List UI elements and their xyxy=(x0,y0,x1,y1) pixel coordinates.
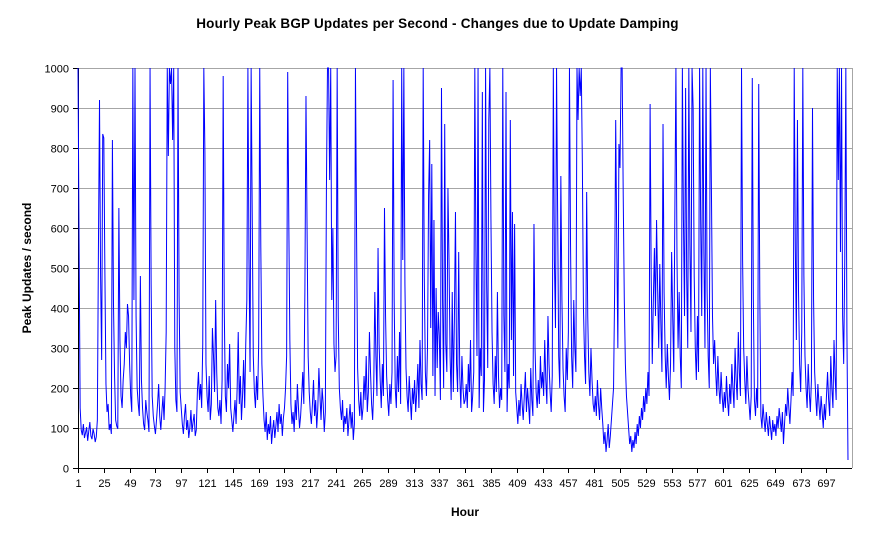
x-tick-label: 409 xyxy=(508,478,526,490)
x-tick-label: 121 xyxy=(198,478,216,490)
x-tick-label: 673 xyxy=(792,478,810,490)
x-tick-label: 601 xyxy=(714,478,732,490)
x-tick-label: 361 xyxy=(456,478,474,490)
y-tick-label: 100 xyxy=(51,424,69,436)
x-tick-label: 313 xyxy=(405,478,423,490)
x-tick-label: 289 xyxy=(379,478,397,490)
x-tick-label: 337 xyxy=(430,478,448,490)
x-tick-label: 433 xyxy=(534,478,552,490)
x-tick-label: 1 xyxy=(75,478,81,490)
chart-title: Hourly Peak BGP Updates per Second - Cha… xyxy=(196,16,679,31)
x-tick-label: 529 xyxy=(637,478,655,490)
y-tick-label: 600 xyxy=(51,224,69,236)
y-tick-label: 500 xyxy=(51,264,69,276)
x-tick-label: 505 xyxy=(611,478,629,490)
x-tick-label: 649 xyxy=(766,478,784,490)
x-tick-label: 553 xyxy=(663,478,681,490)
y-tick-label: 900 xyxy=(51,104,69,116)
x-tick-label: 97 xyxy=(175,478,187,490)
x-tick-label: 481 xyxy=(585,478,603,490)
y-tick-label: 1000 xyxy=(45,64,69,76)
x-tick-label: 169 xyxy=(250,478,268,490)
x-tick-label: 577 xyxy=(688,478,706,490)
x-tick-label: 697 xyxy=(817,478,835,490)
x-axis-title: Hour xyxy=(451,505,479,519)
y-tick-label: 400 xyxy=(51,304,69,316)
x-tick-label: 265 xyxy=(353,478,371,490)
x-tick-label: 385 xyxy=(482,478,500,490)
x-tick-label: 145 xyxy=(224,478,242,490)
x-tick-label: 625 xyxy=(740,478,758,490)
x-tick-label: 25 xyxy=(98,478,110,490)
x-tick-label: 241 xyxy=(327,478,345,490)
x-tick-label: 457 xyxy=(559,478,577,490)
x-tick-label: 73 xyxy=(149,478,161,490)
x-tick-label: 217 xyxy=(301,478,319,490)
y-tick-label: 800 xyxy=(51,144,69,156)
y-tick-label: 0 xyxy=(63,464,69,476)
y-tick-label: 300 xyxy=(51,344,69,356)
y-tick-label: 700 xyxy=(51,184,69,196)
data-series-line xyxy=(77,67,849,461)
x-tick-label: 193 xyxy=(275,478,293,490)
x-tick-label: 49 xyxy=(124,478,136,490)
y-tick-label: 200 xyxy=(51,384,69,396)
